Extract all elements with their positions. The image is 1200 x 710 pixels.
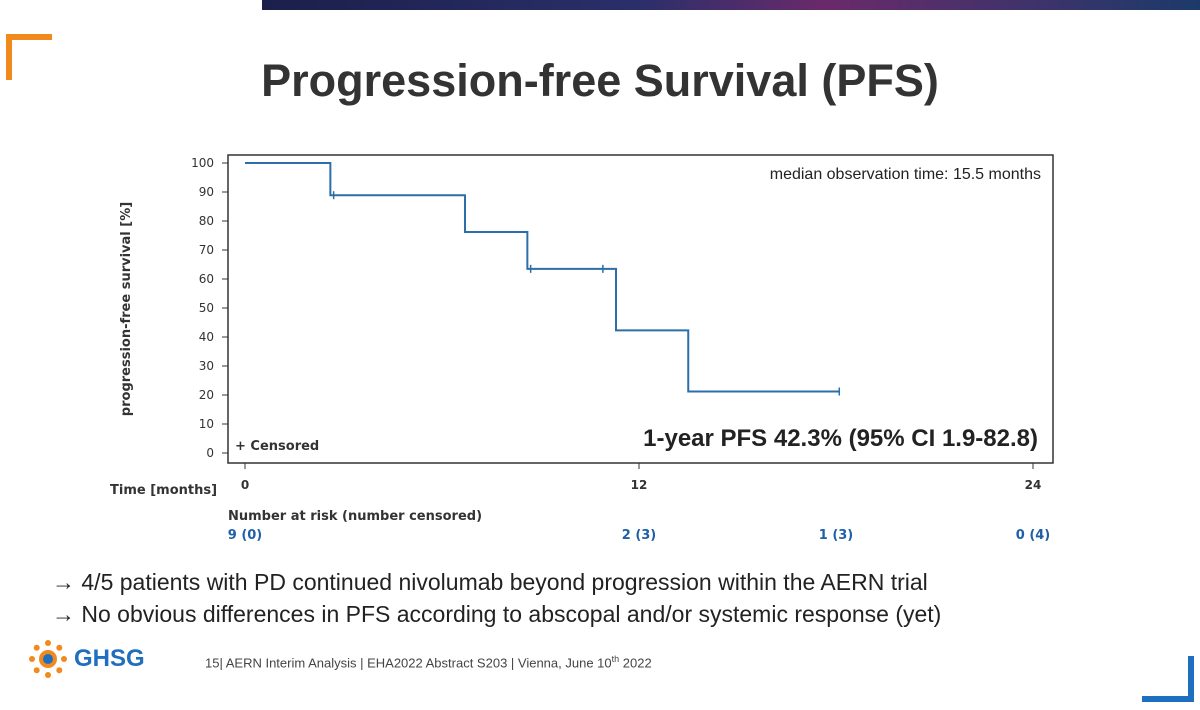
y-tick-label: 0 xyxy=(206,446,214,460)
y-tick-label: 10 xyxy=(199,417,214,431)
bullet-item: → 4/5 patients with PD continued nivolum… xyxy=(52,569,928,595)
x-tick-label: 12 xyxy=(631,478,648,492)
y-axis-label: progression-free survival [%] xyxy=(119,202,134,416)
censored-legend: + Censored xyxy=(235,439,319,454)
top-banner xyxy=(262,0,1200,10)
risk-table-title: Number at risk (number censored) xyxy=(228,509,482,524)
y-tick-label: 50 xyxy=(199,301,214,315)
risk-table-entry: 2 (3) xyxy=(622,528,657,543)
bullet-item: → No obvious differences in PFS accordin… xyxy=(52,601,942,627)
corner-accent-bottom-right xyxy=(1142,656,1194,702)
x-tick-label: 24 xyxy=(1025,478,1042,492)
risk-table-entry: 9 (0) xyxy=(228,528,263,543)
x-axis-label: Time [months] xyxy=(110,483,217,498)
y-tick-label: 70 xyxy=(199,243,214,257)
y-tick-label: 100 xyxy=(191,156,214,170)
y-tick-label: 40 xyxy=(199,330,214,344)
plot-frame xyxy=(227,154,1054,464)
risk-table: 9 (0) 2 (3) 1 (3) 0 (4) xyxy=(228,528,1051,543)
pfs-chart: 0 10 20 30 40 50 60 70 80 90 100 0 12 24 progression… xyxy=(110,154,1054,543)
y-tick-label: 60 xyxy=(199,272,214,286)
logo-text: GHSG xyxy=(74,645,145,672)
slide-title: Progression-free Survival (PFS) xyxy=(261,55,939,106)
km-curve xyxy=(245,162,840,393)
ghsg-logo: GHSG xyxy=(28,639,145,679)
sun-logo-icon xyxy=(29,640,67,678)
y-tick-label: 90 xyxy=(199,185,214,199)
corner-accent-top-left xyxy=(6,34,52,80)
footer-text-sup: th xyxy=(611,654,620,664)
footer-text-main: 15| AERN Interim Analysis | EHA2022 Abst… xyxy=(205,655,612,671)
censor-marks xyxy=(332,191,841,396)
x-axis: 0 12 24 xyxy=(241,463,1042,492)
y-tick-label: 20 xyxy=(199,388,214,402)
risk-table-entry: 1 (3) xyxy=(819,528,854,543)
bullet-list: → 4/5 patients with PD continued nivolum… xyxy=(52,566,941,630)
median-observation-annotation: median observation time: 15.5 months xyxy=(770,166,1041,183)
footer-text-end: 2022 xyxy=(619,655,652,671)
one-year-pfs-annotation: 1-year PFS 42.3% (95% CI 1.9-82.8) xyxy=(643,425,1038,452)
y-tick-label: 80 xyxy=(199,214,214,228)
x-tick-label: 0 xyxy=(241,478,249,492)
y-tick-label: 30 xyxy=(199,359,214,373)
y-axis: 0 10 20 30 40 50 60 70 80 90 100 xyxy=(191,156,228,460)
risk-table-entry: 0 (4) xyxy=(1016,528,1051,543)
footer-citation: 15| AERN Interim Analysis | EHA2022 Abst… xyxy=(205,654,652,670)
